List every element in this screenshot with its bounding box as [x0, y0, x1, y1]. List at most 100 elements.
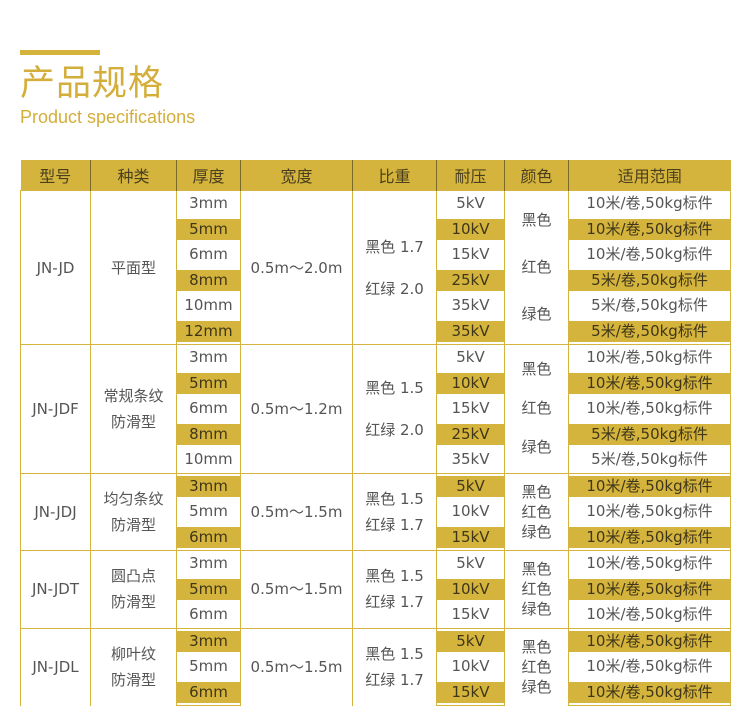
table-row: 10mm 35kV 5米/卷,50kg标件 — [21, 447, 731, 474]
table-row: 5mm 10kV 10米/卷,50kg标件 — [21, 499, 731, 525]
color-cell-line: 红色 — [521, 399, 552, 418]
color-cell: 黑色 红色 绿色 — [504, 190, 569, 345]
table-row: 10mm 35kV 5米/卷,50kg标件 — [21, 293, 731, 319]
voltage-cell: 15kV — [436, 679, 505, 706]
voltage: 15kV — [437, 681, 504, 703]
table-row: JN-JDF 常规条纹 防滑型 3mm 0.5m～1.2m 黑色 1.5 红绿 2.0 5kV… — [20, 344, 731, 473]
thickness: 10mm — [184, 296, 233, 314]
voltage: 10kV — [437, 372, 504, 394]
thickness: 6mm — [189, 245, 228, 263]
voltage: 15kV — [451, 605, 490, 623]
usage-cell: 10米/卷,50kg标件 — [568, 679, 731, 706]
gravity-cell-line: 黑色 1.5 — [365, 378, 424, 397]
thickness-cell: 6mm — [176, 242, 241, 268]
thickness-cell: 3mm — [176, 627, 241, 654]
thickness-cell: 6mm — [176, 602, 241, 629]
type-cell: 平面型 — [90, 190, 177, 345]
usage-cell: 10米/卷,50kg标件 — [568, 216, 731, 242]
table-row: 8mm 25kV 5米/卷,50kg标件 — [21, 267, 731, 293]
usage: 10米/卷,50kg标件 — [586, 245, 713, 263]
color-cell-line: 绿色 — [521, 678, 552, 696]
voltage: 5kV — [437, 630, 504, 652]
voltage: 25kV — [437, 423, 504, 445]
thickness: 12mm — [177, 320, 240, 342]
usage-cell: 10米/卷,50kg标件 — [568, 344, 731, 371]
usage: 10米/卷,50kg标件 — [569, 681, 730, 703]
usage-cell: 10米/卷,50kg标件 — [568, 242, 731, 268]
model-cell: JN-JDJ — [20, 472, 91, 551]
voltage-cell: 5kV — [436, 627, 505, 654]
color-cell-line: 红色 — [521, 658, 552, 676]
gravity-cell: 黑色 1.5 红绿 2.0 — [352, 344, 437, 473]
col-usage: 适用范围 — [568, 160, 731, 191]
voltage: 35kV — [451, 296, 490, 314]
color-cell: 黑色 红色 绿色 — [504, 627, 569, 706]
thickness: 8mm — [177, 269, 240, 291]
color-cell: 黑色 红色 绿色 — [504, 550, 569, 628]
thickness-cell: 5mm — [176, 216, 241, 242]
thickness: 6mm — [177, 526, 240, 548]
gravity-cell: 黑色 1.5 红绿 1.7 — [352, 627, 437, 706]
usage-cell: 5米/卷,50kg标件 — [568, 293, 731, 319]
table-row: 5mm 10kV 10米/卷,50kg标件 — [21, 370, 731, 396]
thickness-cell: 5mm — [176, 370, 241, 396]
usage: 10米/卷,50kg标件 — [569, 630, 730, 652]
voltage-cell: 35kV — [436, 318, 505, 345]
gravity-cell: 黑色 1.7 红绿 2.0 — [352, 190, 437, 345]
usage: 10米/卷,50kg标件 — [569, 218, 730, 240]
usage-cell: 5米/卷,50kg标件 — [568, 421, 731, 447]
table-row: JN-JDL 柳叶纹 防滑型 3mm 0.5m～1.5m 黑色 1.5 红绿 1.7 5kV 黑… — [20, 627, 731, 706]
voltage: 5kV — [456, 348, 485, 366]
thickness-cell: 3mm — [176, 472, 241, 499]
thickness: 8mm — [177, 423, 240, 445]
type-cell-line: 防滑型 — [110, 593, 156, 612]
page-title: 产品规格 — [20, 64, 165, 104]
type-cell-line: 防滑型 — [110, 515, 156, 534]
type-cell-line: 防滑型 — [110, 671, 156, 689]
usage: 5米/卷,50kg标件 — [569, 423, 730, 445]
voltage-cell: 5kV — [436, 472, 505, 499]
color-cell-line: 绿色 — [521, 600, 552, 619]
gravity-cell-line: 黑色 1.5 — [365, 489, 424, 508]
width-cell: 0.5m～1.5m — [240, 472, 353, 551]
voltage: 15kV — [451, 399, 490, 417]
voltage-cell: 10kV — [436, 654, 505, 680]
voltage-cell: 15kV — [436, 242, 505, 268]
voltage: 5kV — [437, 475, 504, 497]
voltage: 35kV — [451, 450, 490, 468]
voltage: 35kV — [437, 320, 504, 342]
color-cell-line: 黑色 — [521, 638, 552, 656]
voltage-cell: 25kV — [436, 267, 505, 293]
thickness: 5mm — [177, 218, 240, 240]
type-cell-line: 圆凸点 — [110, 567, 156, 586]
voltage-cell: 35kV — [436, 293, 505, 319]
table-row: 8mm 25kV 5米/卷,50kg标件 — [21, 421, 731, 447]
usage-cell: 5米/卷,50kg标件 — [568, 318, 731, 345]
col-width: 宽度 — [240, 160, 353, 191]
usage: 10米/卷,50kg标件 — [569, 475, 730, 497]
gravity-cell-line: 红绿 1.7 — [365, 671, 424, 689]
color-cell-line: 黑色 — [521, 560, 552, 579]
usage: 5米/卷,50kg标件 — [591, 450, 708, 468]
voltage-cell: 15kV — [436, 396, 505, 422]
type-cell: 圆凸点 防滑型 — [90, 550, 177, 628]
color-cell-line: 绿色 — [521, 438, 552, 457]
col-thickness: 厚度 — [176, 160, 241, 191]
col-voltage: 耐压 — [436, 160, 505, 191]
voltage-cell: 5kV — [436, 344, 505, 371]
usage: 10米/卷,50kg标件 — [586, 399, 713, 417]
table-row: JN-JDJ 均匀条纹 防滑型 3mm 0.5m～1.5m 黑色 1.5 红绿 1.7 5kV… — [20, 472, 731, 551]
thickness-cell: 3mm — [176, 550, 241, 577]
table-row: 5mm 10kV 10米/卷,50kg标件 — [21, 216, 731, 242]
thickness: 5mm — [189, 502, 228, 520]
thickness: 10mm — [184, 450, 233, 468]
usage: 10米/卷,50kg标件 — [586, 348, 713, 366]
thickness: 6mm — [189, 605, 228, 623]
voltage: 25kV — [437, 269, 504, 291]
model-cell: JN-JDL — [20, 627, 91, 706]
usage-cell: 10米/卷,50kg标件 — [568, 654, 731, 680]
col-color: 颜色 — [504, 160, 569, 191]
thickness-cell: 10mm — [176, 293, 241, 319]
width-cell: 0.5m～2.0m — [240, 190, 353, 345]
color-cell: 黑色 红色 绿色 — [504, 472, 569, 551]
